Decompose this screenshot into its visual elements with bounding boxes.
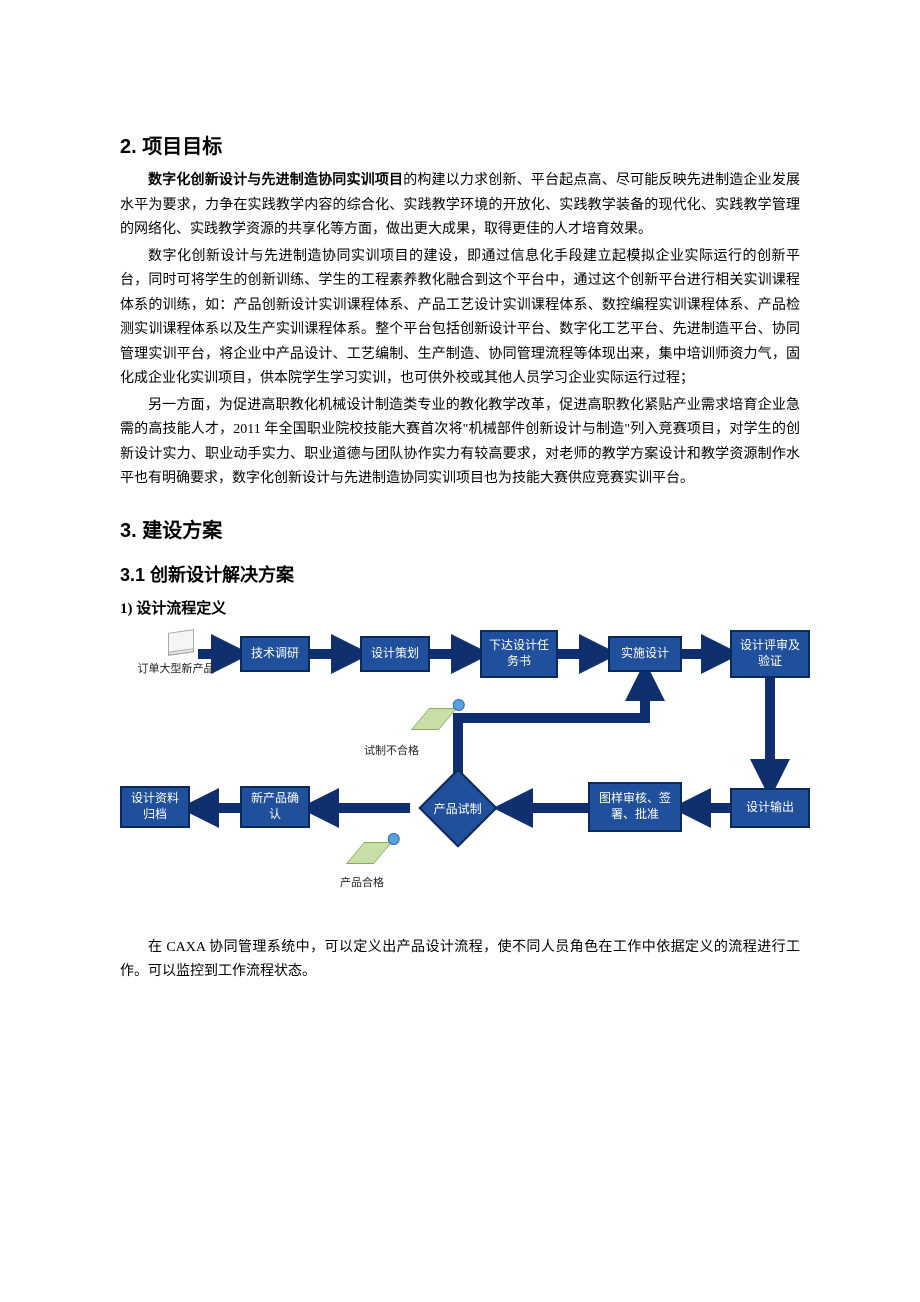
flow-node-n7: 图样审核、签署、批准 (588, 782, 682, 832)
flow-node-n4: 实施设计 (608, 636, 682, 672)
flow-node-n9: 设计资料归档 (120, 786, 190, 828)
section-3-title: 3. 建设方案 (120, 514, 800, 543)
start-label: 订单大型新产品 (126, 660, 226, 676)
section-2-p2: 数字化创新设计与先进制造协同实训项目的建设，即通过信息化手段建立起模拟企业实际运… (120, 245, 800, 392)
section-3-1-after: 在 CAXA 协同管理系统中，可以定义出产品设计流程，使不同人员角色在工作中依据… (120, 936, 800, 985)
p1-bold: 数字化创新设计与先进制造协同实训项目 (148, 171, 403, 187)
section-2-p1: 数字化创新设计与先进制造协同实训项目的构建以力求创新、平台起点高、尽可能反映先进… (120, 167, 800, 243)
flow-node-n2: 设计策划 (360, 636, 430, 672)
design-process-flowchart: 技术调研 设计策划 下达设计任务书 实施设计 设计评审及验证设计输出 图样审核、签署、批准… (110, 626, 810, 926)
flow-node-n5: 设计评审及验证 (730, 630, 810, 678)
start-doc-icon (168, 632, 194, 656)
section-2-title: 2. 项目目标 (120, 130, 800, 159)
fail-label: 试制不合格 (364, 742, 419, 758)
pass-label: 产品合格 (340, 874, 384, 890)
flow-node-n8: 新产品确认 (240, 786, 310, 828)
section-3-1-title: 3.1 创新设计解决方案 (120, 561, 800, 587)
flow-node-n6: 设计输出 (730, 788, 810, 828)
flow-node-n3: 下达设计任务书 (480, 630, 558, 678)
flow-node-n1: 技术调研 (240, 636, 310, 672)
section-3-1-sub: 1) 设计流程定义 (120, 597, 800, 618)
section-2-p3: 另一方面，为促进高职教化机械设计制造类专业的教化教学改革，促进高职教化紧贴产业需… (120, 394, 800, 492)
document-page: 2. 项目目标 数字化创新设计与先进制造协同实训项目的构建以力求创新、平台起点高… (0, 0, 920, 1302)
